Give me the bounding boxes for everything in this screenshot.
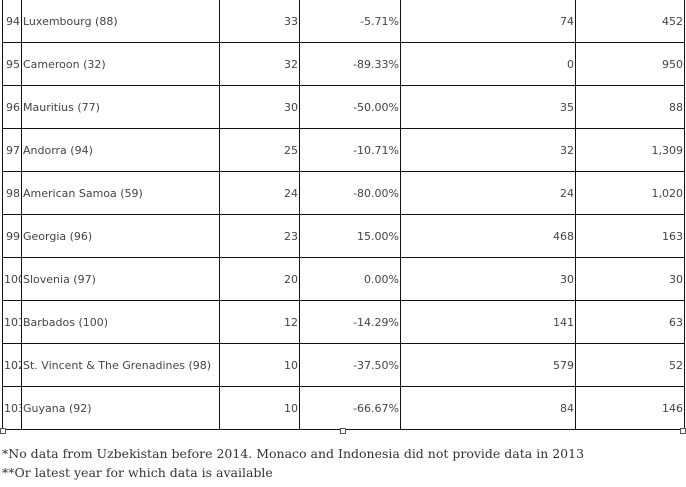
table-row: 94 Luxembourg (88) 33 -5.71% 74 452 — [2, 0, 685, 43]
value-cell: 468 — [400, 214, 576, 258]
value-cell: 35 — [400, 85, 576, 129]
value-cell: 10 — [219, 343, 300, 387]
percent-change-cell: 0.00% — [299, 257, 401, 301]
value-cell: 32 — [400, 128, 576, 172]
value-cell: 163 — [575, 214, 685, 258]
country-cell: Slovenia (97) — [21, 257, 220, 301]
country-cell: St. Vincent & The Grenadines (98) — [21, 343, 220, 387]
value-cell: 10 — [219, 386, 300, 430]
value-cell: 30 — [219, 85, 300, 129]
value-cell: 30 — [400, 257, 576, 301]
value-cell: 24 — [219, 171, 300, 215]
percent-change-cell: -66.67% — [299, 386, 401, 430]
value-cell: 20 — [219, 257, 300, 301]
percent-change-cell: 15.00% — [299, 214, 401, 258]
percent-change-cell: -10.71% — [299, 128, 401, 172]
data-table: 94 Luxembourg (88) 33 -5.71% 74 452 95 Cameroon… — [2, 0, 685, 430]
table-row: 95 Cameroon (32) 32 -89.33% 0 950 — [2, 42, 685, 86]
value-cell: 141 — [400, 300, 576, 344]
country-cell: Guyana (92) — [21, 386, 220, 430]
footnote-no-data: *No data from Uzbekistan before 2014. Mo… — [2, 446, 585, 461]
resize-handle-bottom-center[interactable] — [340, 428, 346, 434]
rank-cell: 94 — [2, 0, 22, 43]
value-cell: 32 — [219, 42, 300, 86]
value-cell: 452 — [575, 0, 685, 43]
footnote-latest-year: **Or latest year for which data is avail… — [2, 465, 273, 480]
data-table-container[interactable]: 94 Luxembourg (88) 33 -5.71% 74 452 95 Cameroon… — [2, 0, 685, 430]
value-cell: 24 — [400, 171, 576, 215]
rank-cell: 96 — [2, 85, 22, 129]
value-cell: 25 — [219, 128, 300, 172]
value-cell: 33 — [219, 0, 300, 43]
country-cell: Luxembourg (88) — [21, 0, 220, 43]
percent-change-cell: -80.00% — [299, 171, 401, 215]
resize-handle-bottom-right[interactable] — [680, 428, 686, 434]
country-cell: Mauritius (77) — [21, 85, 220, 129]
percent-change-cell: -5.71% — [299, 0, 401, 43]
country-cell: American Samoa (59) — [21, 171, 220, 215]
rank-cell: 97 — [2, 128, 22, 172]
value-cell: 30 — [575, 257, 685, 301]
country-cell: Andorra (94) — [21, 128, 220, 172]
value-cell: 88 — [575, 85, 685, 129]
rank-cell: 95 — [2, 42, 22, 86]
value-cell: 63 — [575, 300, 685, 344]
percent-change-cell: -37.50% — [299, 343, 401, 387]
percent-change-cell: -89.33% — [299, 42, 401, 86]
footnotes: *No data from Uzbekistan before 2014. Mo… — [2, 444, 584, 482]
rank-cell: 101 — [2, 300, 22, 344]
value-cell: 23 — [219, 214, 300, 258]
value-cell: 0 — [400, 42, 576, 86]
country-cell: Barbados (100) — [21, 300, 220, 344]
value-cell: 1,309 — [575, 128, 685, 172]
table-row: 99 Georgia (96) 23 15.00% 468 163 — [2, 214, 685, 258]
percent-change-cell: -14.29% — [299, 300, 401, 344]
value-cell: 579 — [400, 343, 576, 387]
country-cell: Cameroon (32) — [21, 42, 220, 86]
value-cell: 950 — [575, 42, 685, 86]
country-cell: Georgia (96) — [21, 214, 220, 258]
table-row: 98 American Samoa (59) 24 -80.00% 24 1,020 — [2, 171, 685, 215]
table-row: 97 Andorra (94) 25 -10.71% 32 1,309 — [2, 128, 685, 172]
value-cell: 146 — [575, 386, 685, 430]
value-cell: 12 — [219, 300, 300, 344]
value-cell: 52 — [575, 343, 685, 387]
rank-cell: 102 — [2, 343, 22, 387]
value-cell: 1,020 — [575, 171, 685, 215]
rank-cell: 98 — [2, 171, 22, 215]
rank-cell: 99 — [2, 214, 22, 258]
table-body: 94 Luxembourg (88) 33 -5.71% 74 452 95 Cameroon… — [2, 0, 685, 430]
table-row: 96 Mauritius (77) 30 -50.00% 35 88 — [2, 85, 685, 129]
table-row: 102St. Vincent & The Grenadines (98)10-3… — [2, 343, 685, 387]
percent-change-cell: -50.00% — [299, 85, 401, 129]
value-cell: 74 — [400, 0, 576, 43]
rank-cell: 100 — [2, 257, 22, 301]
resize-handle-bottom-left[interactable] — [0, 428, 6, 434]
value-cell: 84 — [400, 386, 576, 430]
rank-cell: 103 — [2, 386, 22, 430]
